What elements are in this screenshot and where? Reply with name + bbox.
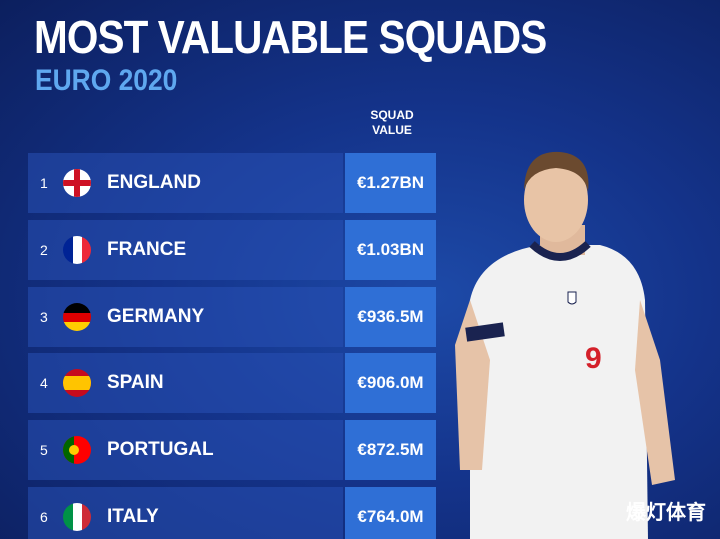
flag <box>63 235 91 269</box>
rank: 3 <box>40 308 48 325</box>
squad-value: €1.27BN <box>345 153 436 213</box>
flag <box>63 169 91 202</box>
title: MOST VALUABLE SQUADS <box>34 11 547 63</box>
table-row: 1 ENGLAND <box>28 153 343 213</box>
country: SPAIN <box>107 372 164 394</box>
column-header: SQUAD VALUE <box>370 108 414 137</box>
squad-value: €872.5M <box>345 420 436 481</box>
flag <box>63 436 91 469</box>
rank: 4 <box>40 375 48 392</box>
rank: 5 <box>40 442 48 459</box>
country: GERMANY <box>107 305 205 327</box>
table-row: 5 PORTUGAL <box>28 420 343 481</box>
flag <box>63 369 91 402</box>
rank: 6 <box>40 509 48 525</box>
watermark: 爆灯体育 <box>626 502 706 524</box>
squad-value: €1.03BN <box>345 219 436 280</box>
country: ENGLAND <box>107 172 201 193</box>
table-row: 6 ITALY <box>28 487 343 539</box>
flag <box>63 503 91 536</box>
table-row: 3 GERMANY <box>28 286 343 347</box>
country: FRANCE <box>107 238 187 260</box>
flag <box>63 302 91 336</box>
subtitle: EURO 2020 <box>35 64 178 97</box>
country: ITALY <box>107 506 159 527</box>
table-row: 4 SPAIN <box>28 353 343 414</box>
country: PORTUGAL <box>107 439 214 461</box>
shirt-number-art: 9 <box>585 342 602 375</box>
rank: 1 <box>40 175 48 191</box>
squad-value: €906.0M <box>345 353 436 414</box>
squad-value: €936.5M <box>345 286 436 347</box>
rank: 2 <box>40 241 48 258</box>
table-row: 2 FRANCE <box>28 219 343 280</box>
squad-value: €764.0M <box>345 487 436 539</box>
